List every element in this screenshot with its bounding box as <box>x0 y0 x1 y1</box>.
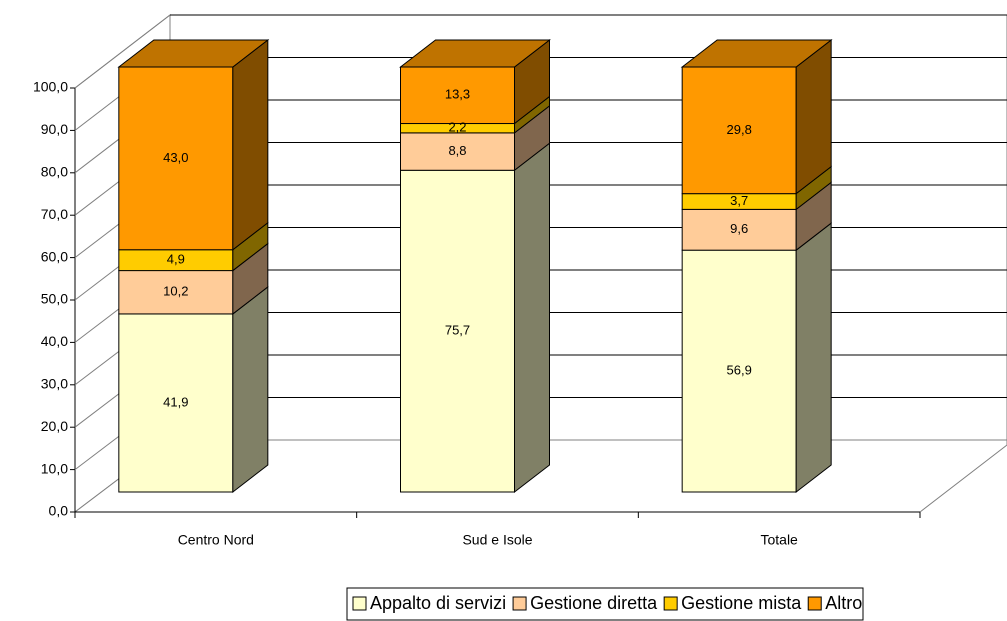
bar-segment <box>118 313 234 493</box>
bar-top <box>117 39 270 68</box>
y-tick-label: 50,0 <box>41 291 68 307</box>
legend-label: Appalto di servizi <box>370 593 506 613</box>
bar-segment <box>118 66 234 251</box>
value-label: 75,7 <box>445 323 470 338</box>
bar-segment <box>400 132 515 171</box>
legend-swatch <box>663 596 678 611</box>
value-label: 4,9 <box>167 252 185 267</box>
legend-swatch <box>512 596 527 611</box>
value-label: 56,9 <box>727 363 752 378</box>
bar-segment <box>681 66 797 195</box>
grid-line <box>74 14 171 89</box>
y-tick-label: 80,0 <box>41 164 68 180</box>
value-label: 9,6 <box>730 221 748 236</box>
bar-side <box>232 38 269 251</box>
legend-swatch <box>807 596 822 611</box>
legend-swatch <box>352 596 367 611</box>
bar-side <box>232 285 269 494</box>
legend-label: Gestione mista <box>681 593 802 613</box>
y-tick-label: 30,0 <box>41 376 68 392</box>
bar-segment <box>681 208 797 251</box>
y-tick-label: 90,0 <box>41 121 68 137</box>
bar-top <box>680 39 833 68</box>
y-tick-label: 60,0 <box>41 248 68 264</box>
bar-side <box>795 222 832 494</box>
bar-side <box>514 142 550 494</box>
legend <box>346 587 864 621</box>
bar-segment <box>118 270 234 315</box>
value-label: 43,0 <box>163 150 188 165</box>
value-label: 41,9 <box>163 394 188 409</box>
y-tick-label: 100,0 <box>33 79 68 95</box>
x-tick-label: Sud e Isole <box>462 532 532 548</box>
value-label: 8,8 <box>448 143 466 158</box>
y-tick-label: 10,0 <box>41 460 68 476</box>
legend-label: Altro <box>825 593 862 613</box>
y-tick-label: 70,0 <box>41 206 68 222</box>
bar-top <box>399 39 551 68</box>
y-tick-label: 20,0 <box>41 418 68 434</box>
value-label: 29,8 <box>727 122 752 137</box>
y-tick-label: 40,0 <box>41 333 68 349</box>
x-tick-label: Centro Nord <box>178 532 254 548</box>
legend-label: Gestione diretta <box>530 593 658 613</box>
value-label: 3,7 <box>730 193 748 208</box>
bar-segment <box>400 66 515 125</box>
value-label: 13,3 <box>445 87 470 102</box>
x-tick-label: Totale <box>760 532 798 548</box>
value-label: 2,2 <box>448 120 466 135</box>
value-label: 10,2 <box>163 284 188 299</box>
bar-segment <box>400 169 515 493</box>
y-tick-label: 0,0 <box>49 503 69 519</box>
